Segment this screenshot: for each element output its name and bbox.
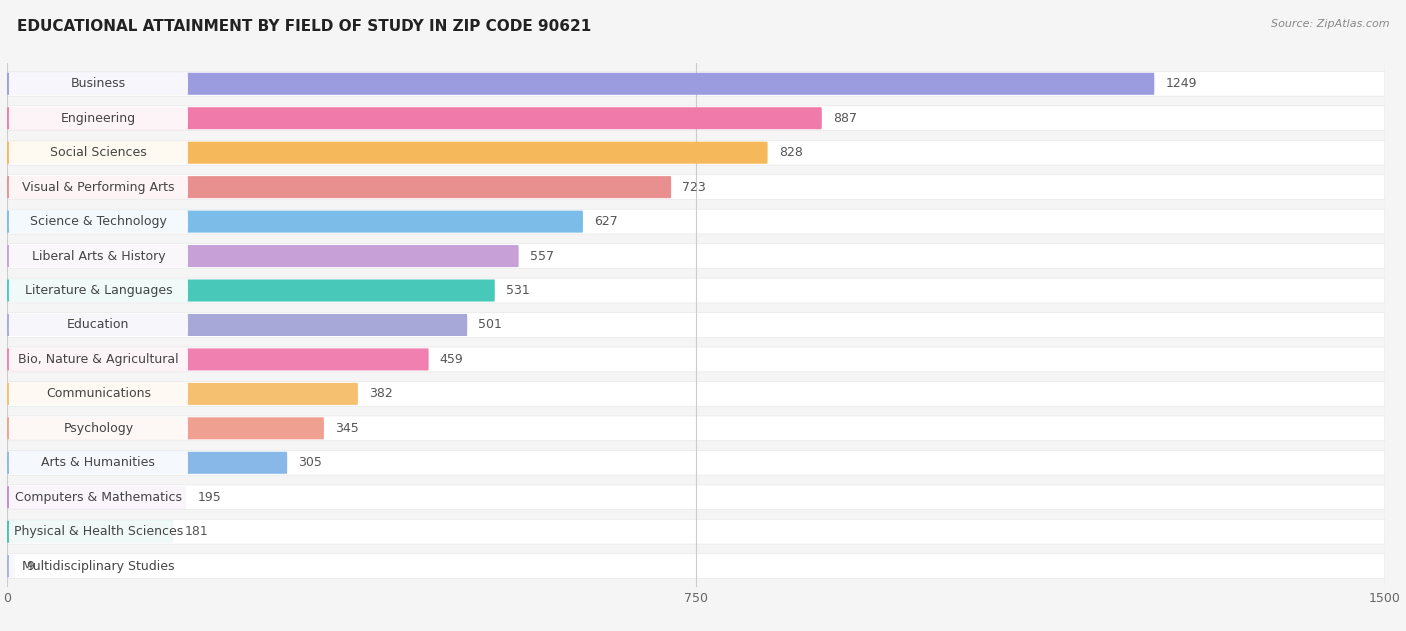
FancyBboxPatch shape	[7, 280, 495, 302]
Text: 1249: 1249	[1166, 77, 1197, 90]
FancyBboxPatch shape	[7, 554, 1385, 579]
FancyBboxPatch shape	[7, 107, 823, 129]
Text: Social Sciences: Social Sciences	[51, 146, 146, 159]
Text: Engineering: Engineering	[60, 112, 136, 125]
FancyBboxPatch shape	[8, 107, 188, 129]
Text: 459: 459	[440, 353, 464, 366]
FancyBboxPatch shape	[7, 519, 1385, 544]
FancyBboxPatch shape	[7, 140, 1385, 165]
FancyBboxPatch shape	[8, 73, 188, 95]
Text: 382: 382	[368, 387, 392, 401]
Text: 195: 195	[197, 491, 221, 504]
Text: Liberal Arts & History: Liberal Arts & History	[31, 249, 166, 262]
FancyBboxPatch shape	[7, 278, 1385, 303]
Text: Communications: Communications	[46, 387, 150, 401]
Text: Bio, Nature & Agricultural: Bio, Nature & Agricultural	[18, 353, 179, 366]
FancyBboxPatch shape	[7, 555, 15, 577]
Text: 723: 723	[682, 180, 706, 194]
Text: 887: 887	[832, 112, 856, 125]
Text: Physical & Health Sciences: Physical & Health Sciences	[14, 525, 183, 538]
FancyBboxPatch shape	[7, 485, 1385, 510]
Text: Visual & Performing Arts: Visual & Performing Arts	[22, 180, 174, 194]
FancyBboxPatch shape	[7, 417, 323, 439]
FancyBboxPatch shape	[7, 452, 287, 474]
FancyBboxPatch shape	[8, 141, 188, 164]
FancyBboxPatch shape	[7, 348, 429, 370]
FancyBboxPatch shape	[7, 141, 768, 163]
FancyBboxPatch shape	[7, 176, 671, 198]
Text: Multidisciplinary Studies: Multidisciplinary Studies	[22, 560, 174, 573]
FancyBboxPatch shape	[7, 383, 359, 405]
FancyBboxPatch shape	[7, 314, 467, 336]
FancyBboxPatch shape	[8, 314, 188, 336]
FancyBboxPatch shape	[7, 209, 1385, 234]
FancyBboxPatch shape	[7, 244, 1385, 268]
FancyBboxPatch shape	[8, 176, 188, 199]
FancyBboxPatch shape	[7, 106, 1385, 131]
Text: 828: 828	[779, 146, 803, 159]
FancyBboxPatch shape	[8, 521, 188, 543]
Text: Business: Business	[70, 77, 127, 90]
FancyBboxPatch shape	[8, 486, 188, 509]
Text: Psychology: Psychology	[63, 422, 134, 435]
Text: 627: 627	[593, 215, 617, 228]
Text: 501: 501	[478, 319, 502, 331]
FancyBboxPatch shape	[7, 175, 1385, 199]
Text: 305: 305	[298, 456, 322, 469]
FancyBboxPatch shape	[8, 382, 188, 405]
FancyBboxPatch shape	[7, 71, 1385, 96]
Text: 531: 531	[506, 284, 530, 297]
Text: 345: 345	[335, 422, 359, 435]
Text: EDUCATIONAL ATTAINMENT BY FIELD OF STUDY IN ZIP CODE 90621: EDUCATIONAL ATTAINMENT BY FIELD OF STUDY…	[17, 19, 591, 34]
FancyBboxPatch shape	[7, 521, 173, 543]
FancyBboxPatch shape	[8, 348, 188, 371]
FancyBboxPatch shape	[7, 347, 1385, 372]
FancyBboxPatch shape	[7, 211, 583, 233]
Text: Arts & Humanities: Arts & Humanities	[42, 456, 156, 469]
Text: Computers & Mathematics: Computers & Mathematics	[15, 491, 181, 504]
FancyBboxPatch shape	[8, 417, 188, 440]
Text: 557: 557	[530, 249, 554, 262]
FancyBboxPatch shape	[7, 245, 519, 267]
FancyBboxPatch shape	[7, 73, 1154, 95]
Text: 181: 181	[184, 525, 208, 538]
Text: 9: 9	[27, 560, 34, 573]
FancyBboxPatch shape	[8, 279, 188, 302]
Text: Science & Technology: Science & Technology	[30, 215, 167, 228]
FancyBboxPatch shape	[7, 382, 1385, 406]
FancyBboxPatch shape	[7, 416, 1385, 440]
FancyBboxPatch shape	[8, 555, 188, 577]
FancyBboxPatch shape	[8, 210, 188, 233]
Text: Literature & Languages: Literature & Languages	[25, 284, 173, 297]
Text: Source: ZipAtlas.com: Source: ZipAtlas.com	[1271, 19, 1389, 29]
FancyBboxPatch shape	[7, 487, 186, 509]
FancyBboxPatch shape	[7, 312, 1385, 338]
FancyBboxPatch shape	[8, 451, 188, 474]
Text: Education: Education	[67, 319, 129, 331]
FancyBboxPatch shape	[8, 245, 188, 268]
FancyBboxPatch shape	[7, 451, 1385, 475]
